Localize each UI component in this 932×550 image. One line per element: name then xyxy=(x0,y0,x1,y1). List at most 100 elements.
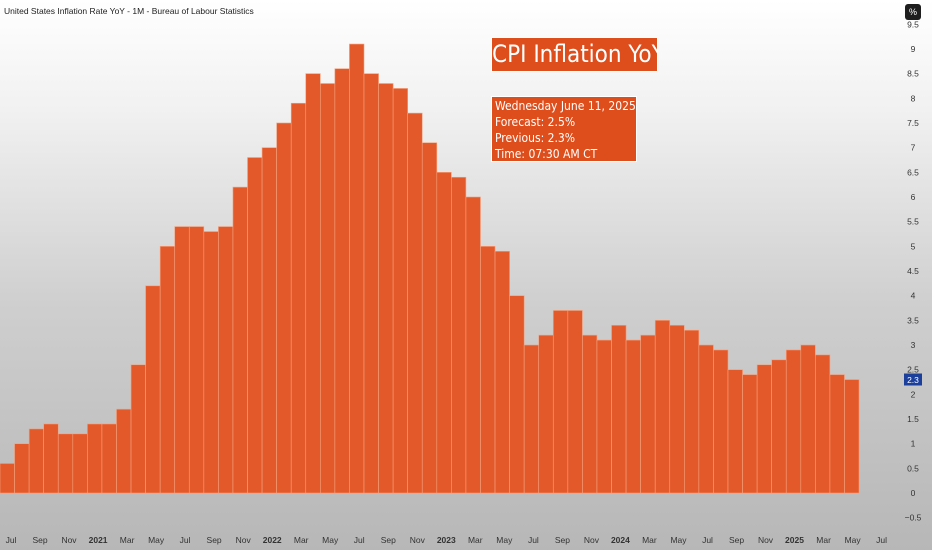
y-tick-label: 5 xyxy=(911,241,916,251)
x-tick-label: 2021 xyxy=(89,535,108,545)
bar[interactable] xyxy=(844,379,860,494)
x-tick-label: Jul xyxy=(528,535,539,545)
x-tick-label: Mar xyxy=(468,535,483,545)
bar[interactable] xyxy=(552,310,569,494)
bar[interactable] xyxy=(713,349,729,494)
y-tick-label: 7 xyxy=(911,143,916,153)
bar[interactable] xyxy=(596,339,612,494)
y-axis: 9.5 9 8.5 8 7.5 7 6.5 6 5.5 5 4.5 4 3.5 3 2.5 2 1.5 1 0.5 0… xyxy=(905,19,922,522)
bar[interactable] xyxy=(742,374,758,494)
bar[interactable] xyxy=(756,364,772,494)
x-tick-label: Sep xyxy=(729,535,744,545)
bar[interactable] xyxy=(349,43,365,494)
bar[interactable] xyxy=(538,334,554,494)
y-tick-label: 8 xyxy=(911,93,916,103)
bar[interactable] xyxy=(320,83,336,494)
annotation-info-box: Wednesday June 11, 2025 Forecast: 2.5% P… xyxy=(491,96,637,162)
bar[interactable] xyxy=(101,423,117,494)
bar[interactable] xyxy=(87,423,103,494)
last-value-badge xyxy=(904,373,922,386)
x-axis: Jul Sep Nov 2021 Mar May Jul Sep Nov 2022 Mar May Ju… xyxy=(6,535,888,545)
unit-toggle-button[interactable]: % xyxy=(905,4,921,20)
bar[interactable] xyxy=(203,231,219,494)
x-tick-label: May xyxy=(496,535,513,545)
bar[interactable] xyxy=(654,320,671,494)
bar[interactable] xyxy=(130,364,146,494)
y-tick-label: 6.5 xyxy=(907,167,919,177)
bar[interactable] xyxy=(771,359,787,494)
bar[interactable] xyxy=(72,433,88,494)
x-tick-label: Sep xyxy=(32,535,47,545)
bar[interactable] xyxy=(509,295,525,494)
bar[interactable] xyxy=(218,226,234,494)
bar[interactable] xyxy=(159,246,176,494)
bar[interactable] xyxy=(261,147,277,494)
previous-label: Previous: 2.3% xyxy=(495,131,576,145)
bar[interactable] xyxy=(684,329,700,494)
bar[interactable] xyxy=(174,226,190,494)
y-tick-label: 3.5 xyxy=(907,315,919,325)
bar[interactable] xyxy=(727,369,743,494)
bar[interactable] xyxy=(494,250,510,494)
bar[interactable] xyxy=(0,463,15,494)
y-tick-label: 0.5 xyxy=(907,463,919,473)
bar[interactable] xyxy=(232,186,248,494)
y-tick-label: 6 xyxy=(911,192,916,202)
x-tick-label: Nov xyxy=(584,535,600,545)
bar[interactable] xyxy=(523,344,540,494)
x-tick-label: Jul xyxy=(180,535,191,545)
x-tick-label: May xyxy=(322,535,339,545)
bar[interactable] xyxy=(625,339,641,494)
bar[interactable] xyxy=(669,324,685,494)
x-tick-label: Mar xyxy=(642,535,657,545)
bar[interactable] xyxy=(698,344,714,494)
bar[interactable] xyxy=(276,122,292,494)
release-date-label: Wednesday June 11, 2025 xyxy=(495,99,636,113)
bar[interactable] xyxy=(290,102,307,494)
y-tick-label: 5.5 xyxy=(907,217,919,227)
bar[interactable] xyxy=(188,226,205,494)
bar[interactable] xyxy=(611,324,627,494)
x-tick-label: Mar xyxy=(120,535,135,545)
bar[interactable] xyxy=(363,73,379,494)
bar[interactable] xyxy=(305,73,321,494)
bar[interactable] xyxy=(392,88,408,494)
bar[interactable] xyxy=(800,344,816,494)
bar[interactable] xyxy=(28,428,44,494)
bar[interactable] xyxy=(567,310,583,494)
bar[interactable] xyxy=(815,354,831,494)
y-tick-label: 0 xyxy=(911,488,916,498)
x-tick-label: Sep xyxy=(207,535,222,545)
x-tick-label: Mar xyxy=(294,535,309,545)
bar[interactable] xyxy=(640,334,656,494)
y-tick-label: 9.5 xyxy=(907,19,919,29)
x-tick-label: 2024 xyxy=(611,535,630,545)
bar[interactable] xyxy=(451,176,467,494)
x-tick-label: Jul xyxy=(702,535,713,545)
bar[interactable] xyxy=(480,246,496,494)
bar[interactable] xyxy=(829,374,845,494)
bar[interactable] xyxy=(785,349,802,494)
bar-series xyxy=(0,43,860,494)
y-tick-label: 8.5 xyxy=(907,69,919,79)
bar[interactable] xyxy=(334,68,350,494)
last-value-label: 2.3 xyxy=(907,375,919,385)
bar[interactable] xyxy=(582,334,598,494)
x-tick-label: 2022 xyxy=(263,535,282,545)
y-tick-label: 4.5 xyxy=(907,266,919,276)
bar[interactable] xyxy=(116,408,132,494)
y-tick-label: 1 xyxy=(911,439,916,449)
bar[interactable] xyxy=(407,112,423,494)
bar[interactable] xyxy=(378,83,394,494)
bar[interactable] xyxy=(57,433,74,494)
x-tick-label: May xyxy=(670,535,687,545)
bar[interactable] xyxy=(43,423,59,494)
bar[interactable] xyxy=(247,157,263,494)
x-tick-label: Nov xyxy=(410,535,426,545)
bar[interactable] xyxy=(421,142,438,494)
bar[interactable] xyxy=(14,443,30,494)
bar[interactable] xyxy=(465,196,481,494)
bar[interactable] xyxy=(436,172,452,494)
bar[interactable] xyxy=(145,285,161,494)
